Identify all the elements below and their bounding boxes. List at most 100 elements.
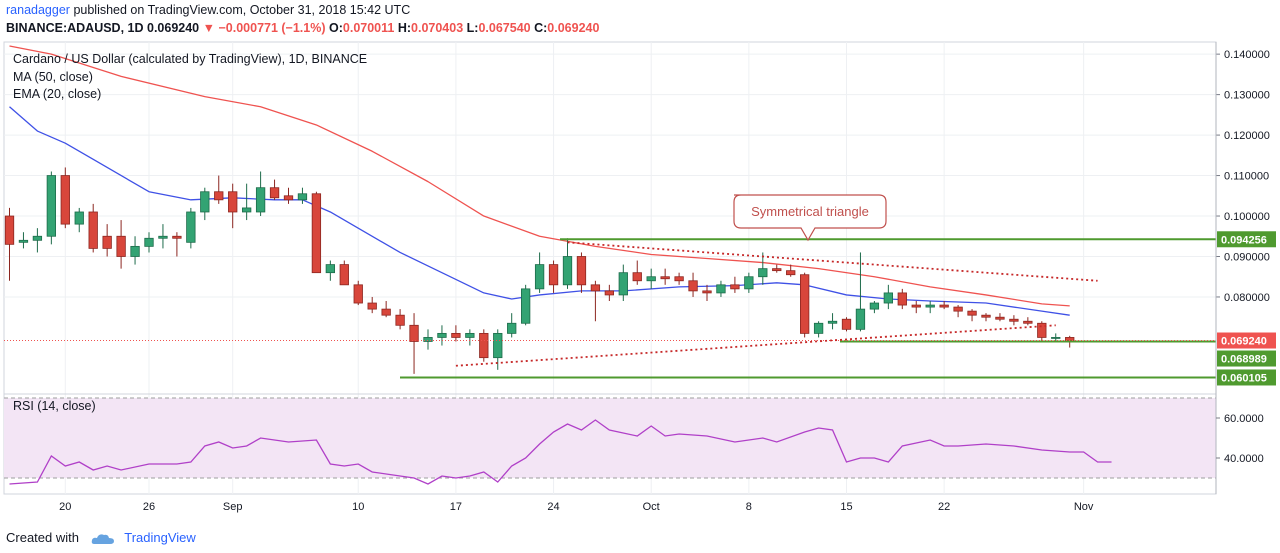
secondary-price-tag-text: 0.068989 xyxy=(1221,354,1267,366)
candle xyxy=(953,305,963,318)
candle xyxy=(102,224,112,257)
candle-body xyxy=(130,245,140,257)
candle xyxy=(758,252,768,285)
ma-legend[interactable]: MA (50, close) xyxy=(13,70,93,84)
time-tick-label: 22 xyxy=(938,501,950,513)
price-tick-label: 0.110000 xyxy=(1224,171,1269,183)
candle-body xyxy=(311,193,322,274)
candle-body xyxy=(1037,322,1047,338)
tradingview-link[interactable]: TradingView xyxy=(124,530,196,545)
candle-body xyxy=(451,332,461,338)
candle-body xyxy=(674,276,684,282)
candle-body xyxy=(521,288,531,324)
candle xyxy=(813,321,824,338)
candle-body xyxy=(688,280,698,292)
time-tick-label: 20 xyxy=(59,501,71,513)
candle-body xyxy=(758,268,768,278)
current-price-tag-text: 0.069240 xyxy=(1221,336,1267,348)
candle xyxy=(995,313,1005,322)
candle xyxy=(116,220,126,269)
resistance-price-tag-bg xyxy=(1217,231,1276,248)
candle-body xyxy=(953,306,963,312)
candle-body xyxy=(158,235,168,239)
candle xyxy=(869,301,880,314)
resistance-price-tag-text: 0.094256 xyxy=(1221,234,1267,246)
triangle-lower-trendline xyxy=(455,324,1056,367)
down-arrow-icon: ▼ xyxy=(202,21,215,35)
candle-body xyxy=(255,187,266,213)
candle xyxy=(548,260,559,293)
candle xyxy=(409,313,419,374)
candle xyxy=(534,252,545,293)
candle xyxy=(228,183,238,229)
support-price-tag-text: 0.060105 xyxy=(1221,372,1267,384)
candle xyxy=(800,272,810,338)
candle-body xyxy=(772,268,782,272)
candle xyxy=(660,268,670,285)
candle xyxy=(841,317,852,332)
candle-body xyxy=(981,314,991,318)
ema20-line xyxy=(9,106,1070,316)
candle-body xyxy=(116,235,126,257)
candle-body xyxy=(493,332,503,359)
triangle-upper-trendline xyxy=(567,241,1098,282)
candle xyxy=(60,167,70,229)
candle xyxy=(200,187,210,221)
high-value: 0.070403 xyxy=(411,21,464,35)
candle xyxy=(465,329,475,346)
candle xyxy=(88,203,98,253)
candle-body xyxy=(1051,337,1061,339)
close-value: 0.069240 xyxy=(547,21,600,35)
price-change: −0.000771 (−1.1%) xyxy=(218,21,326,35)
time-tick-label: 8 xyxy=(746,501,752,513)
candle xyxy=(674,272,684,285)
time-tick-label: Sep xyxy=(223,501,243,513)
candle-body xyxy=(465,332,475,338)
candle-body xyxy=(967,310,977,316)
candle xyxy=(381,301,391,318)
candle-body xyxy=(437,332,447,338)
candle-body xyxy=(32,235,43,241)
price-tick-label: 0.100000 xyxy=(1224,211,1270,223)
candle-body xyxy=(841,318,852,330)
candle xyxy=(716,280,726,297)
candle xyxy=(367,296,377,314)
candle-body xyxy=(283,195,294,201)
open-value: 0.070011 xyxy=(342,21,395,35)
candle xyxy=(130,236,140,265)
rsi-legend[interactable]: RSI (14, close) xyxy=(13,399,96,413)
ema-legend[interactable]: EMA (20, close) xyxy=(13,87,102,101)
author-link[interactable]: ranadagger xyxy=(6,3,70,17)
candle-body xyxy=(423,337,433,342)
candle xyxy=(269,179,280,200)
current-price-tag-bg xyxy=(1217,332,1276,349)
candle xyxy=(1037,321,1047,342)
chart-header: ranadagger published on TradingView.com,… xyxy=(0,0,1280,40)
candle xyxy=(562,238,573,289)
candle xyxy=(688,272,698,297)
candle xyxy=(4,207,15,281)
candle xyxy=(32,228,43,253)
symmetrical-triangle-callout: Symmetrical triangle xyxy=(733,194,887,242)
candle-body xyxy=(144,237,154,247)
candle-body xyxy=(381,308,391,316)
candle xyxy=(507,313,517,338)
candle-body xyxy=(590,284,601,292)
candle xyxy=(911,301,921,314)
candle xyxy=(702,284,712,302)
candle-body xyxy=(911,304,921,308)
candle-body xyxy=(925,304,935,308)
candle-body xyxy=(660,276,670,280)
candle-body xyxy=(88,211,98,249)
candle xyxy=(939,301,949,310)
rsi-tick-label: 60.0000 xyxy=(1224,413,1264,425)
candle-body xyxy=(479,332,489,359)
candle-body xyxy=(827,320,838,324)
support-price-tag-bg xyxy=(1217,369,1276,386)
candle xyxy=(74,207,84,233)
candle-body xyxy=(618,272,628,296)
time-tick-label: 10 xyxy=(352,501,364,513)
candle xyxy=(772,264,782,273)
candle xyxy=(451,325,461,342)
